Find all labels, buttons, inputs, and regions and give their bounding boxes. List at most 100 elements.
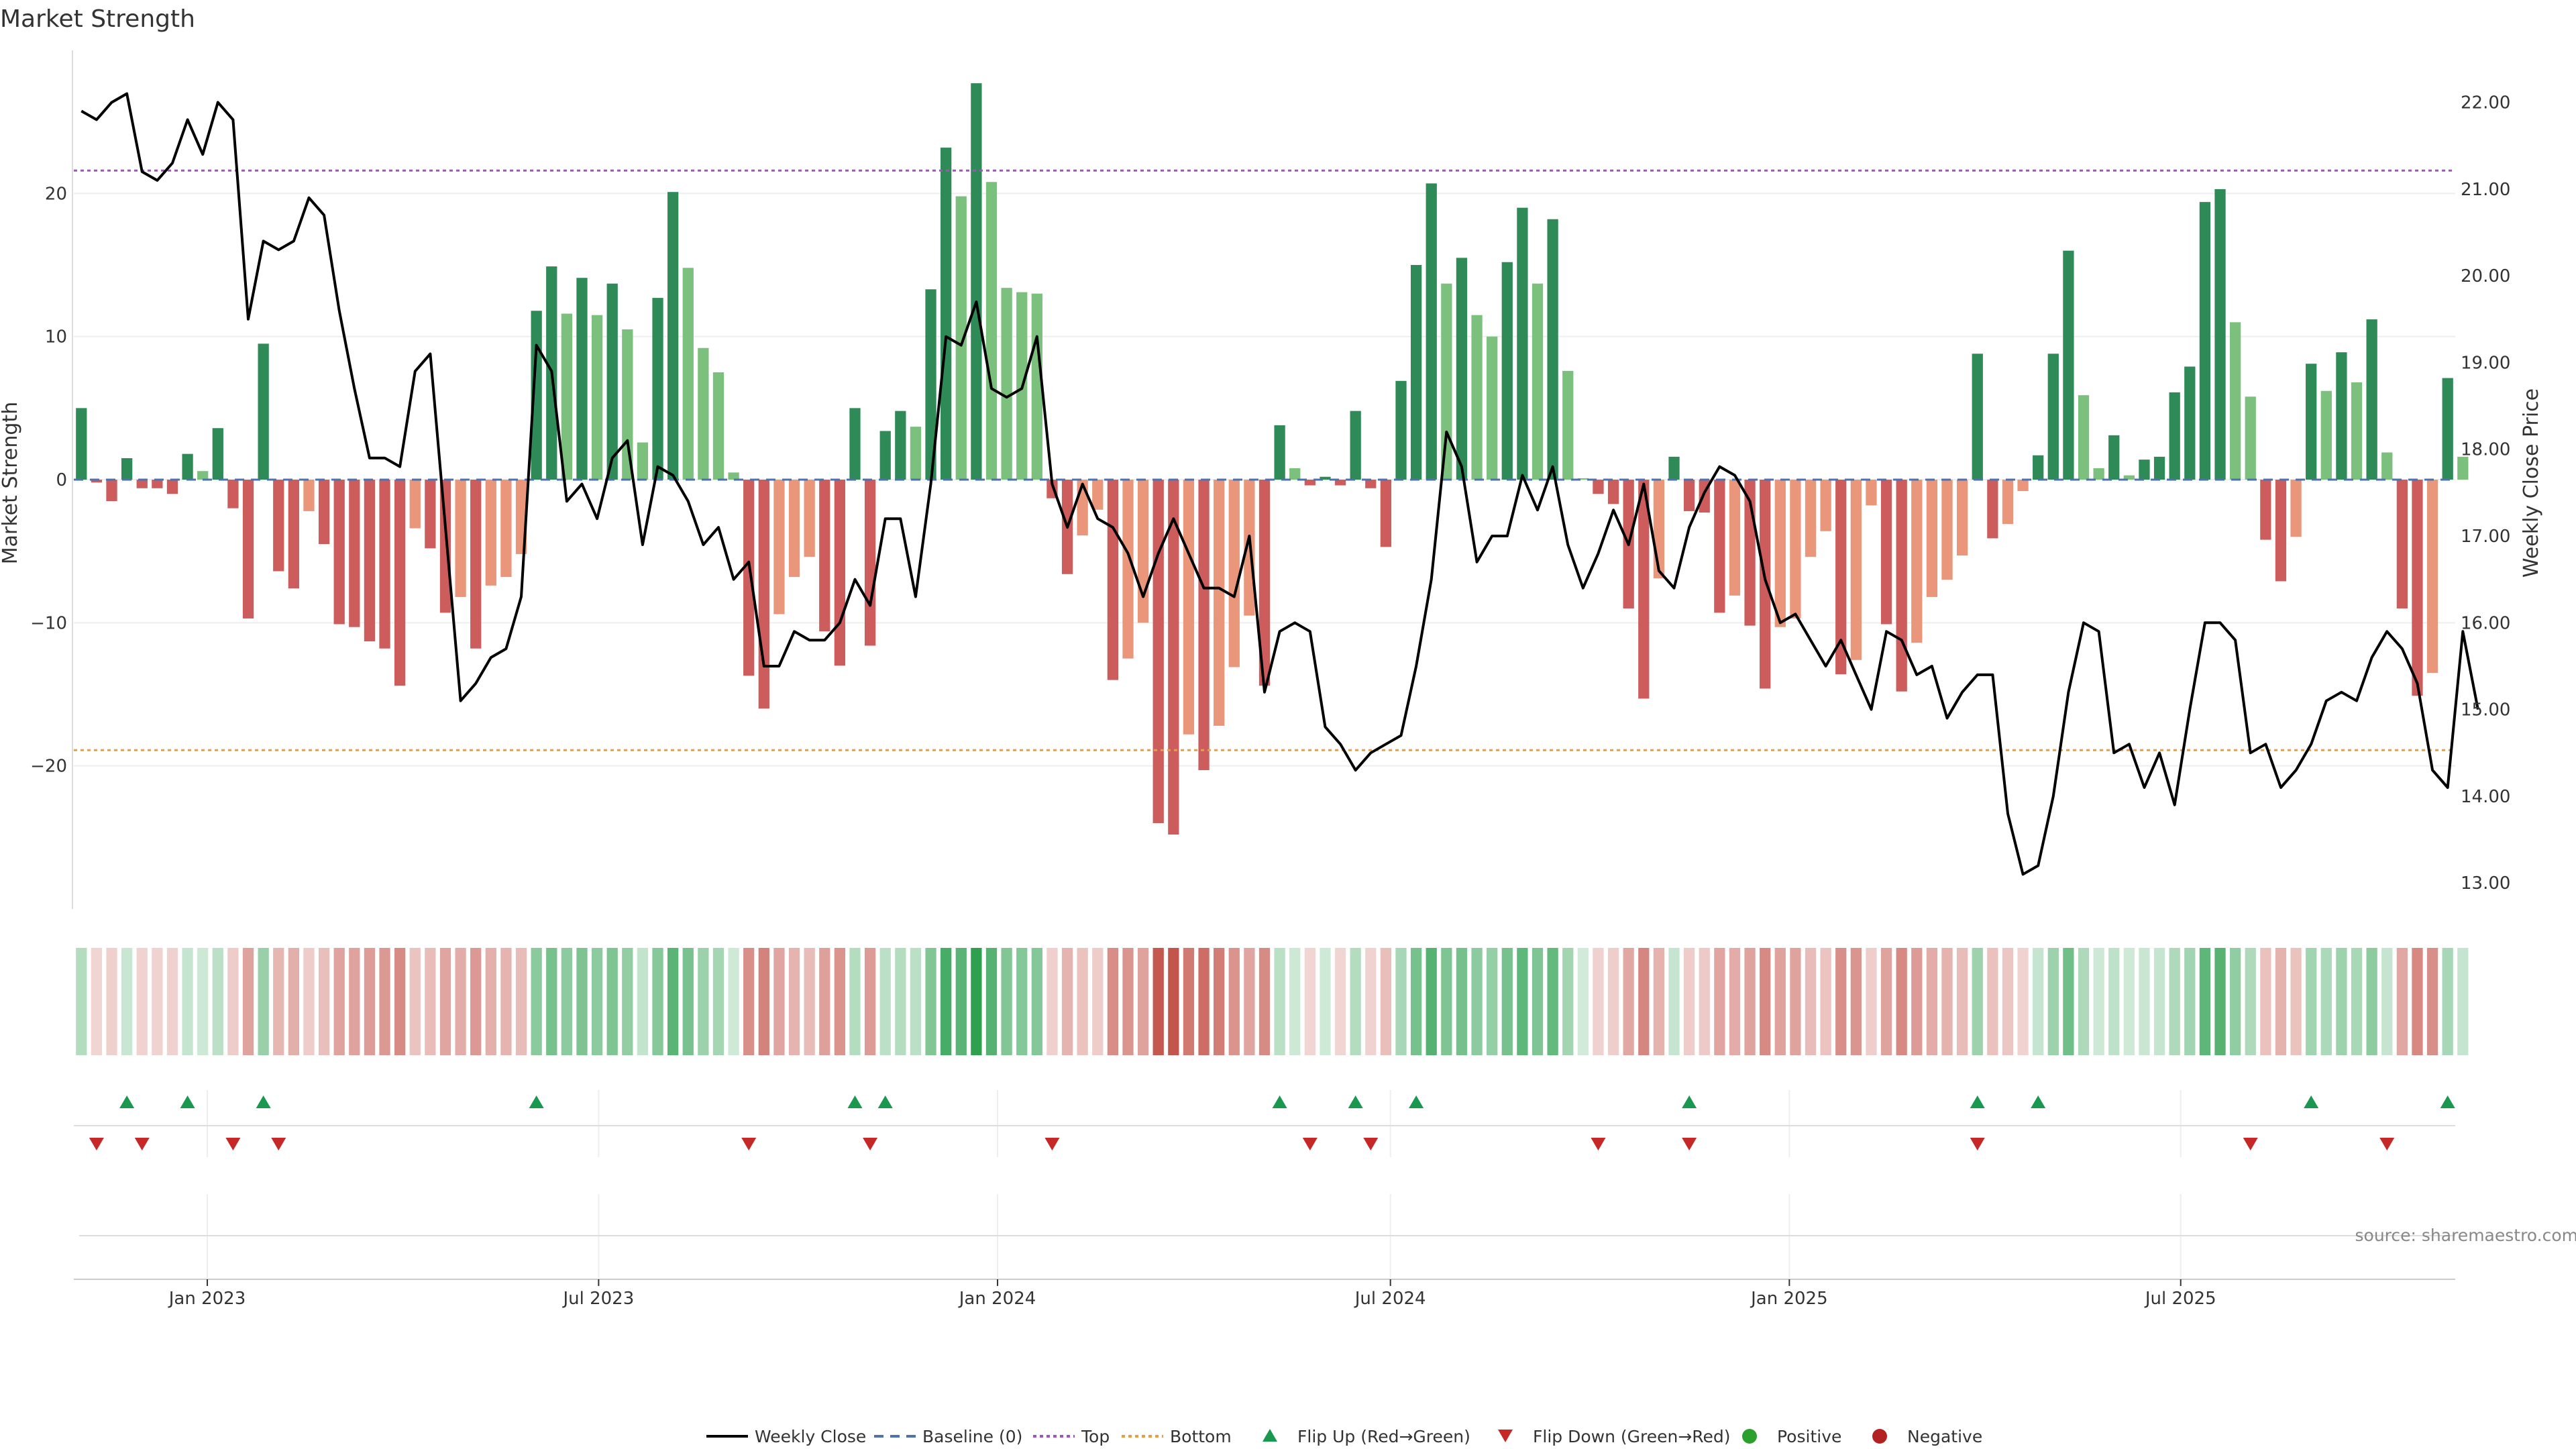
legend-label: Top	[1081, 1427, 1110, 1446]
heat-cell	[1046, 948, 1058, 1055]
strength-bar-positive	[2033, 455, 2044, 480]
heat-cell	[1410, 948, 1422, 1055]
strength-bar-negative	[470, 480, 482, 649]
legend-swatch	[1742, 1429, 1757, 1444]
heat-cell	[2306, 948, 2317, 1055]
strength-bar-positive	[712, 372, 724, 480]
heat-cell	[1683, 948, 1695, 1055]
strength-bar-positive	[1972, 354, 1983, 480]
heat-cell	[1122, 948, 1134, 1055]
legend-item: Flip Down (Green→Red)	[1498, 1427, 1731, 1446]
right-tick-label: 14.00	[2461, 787, 2510, 807]
strength-bar-negative	[1258, 480, 1271, 686]
heat-cell	[1456, 948, 1468, 1055]
strength-bar-positive	[2229, 322, 2241, 480]
strength-bar-positive	[2457, 456, 2469, 480]
heat-cell	[409, 948, 421, 1055]
heat-cell	[1638, 948, 1650, 1055]
strength-bar-positive	[2245, 396, 2256, 480]
left-tick-label: 0	[56, 470, 67, 490]
strength-bar-negative	[1850, 480, 1862, 660]
strength-bar-negative	[1760, 480, 1771, 689]
strength-bar-positive	[2047, 354, 2059, 480]
strength-bar-negative	[1638, 480, 1650, 699]
flip-up-marker	[877, 1095, 893, 1108]
heat-cell	[773, 948, 785, 1055]
strength-bar-positive	[2123, 475, 2135, 480]
heat-cell	[1471, 948, 1483, 1055]
x-tick-label: Jul 2025	[2144, 1289, 2216, 1309]
heat-cell	[1517, 948, 1528, 1055]
heat-cell	[333, 948, 345, 1055]
flip-down-marker	[863, 1138, 878, 1150]
strength-bar-positive	[2320, 390, 2332, 480]
strength-bar-positive	[728, 472, 739, 480]
heat-cell	[1016, 948, 1028, 1055]
strength-bar-negative	[1107, 480, 1119, 680]
strength-bar-negative	[1198, 480, 1210, 771]
strength-bar-positive	[1456, 258, 1468, 480]
heat-cell	[1880, 948, 1892, 1055]
legend-item: Bottom	[1122, 1427, 1232, 1446]
heat-cell	[136, 948, 148, 1055]
heat-cell	[1365, 948, 1377, 1055]
heat-cell	[152, 948, 163, 1055]
strength-bar-positive	[698, 347, 709, 480]
strength-bar-negative	[394, 480, 406, 686]
heat-cell	[2184, 948, 2196, 1055]
heat-cell	[1061, 948, 1073, 1055]
strength-bar-positive	[1532, 283, 1544, 480]
flip-up-marker	[1348, 1095, 1363, 1108]
heat-cell	[1334, 948, 1346, 1055]
strength-bar-positive	[2063, 250, 2074, 480]
right-tick-label: 15.00	[2461, 700, 2510, 720]
flip-up-marker	[256, 1095, 271, 1108]
heat-cell	[91, 948, 103, 1055]
heat-cell	[1350, 948, 1361, 1055]
strength-bar-positive	[667, 192, 679, 480]
flip-down-marker	[741, 1138, 757, 1150]
flip-down-marker	[2243, 1138, 2258, 1150]
heat-cell	[455, 948, 466, 1055]
heat-cell	[758, 948, 769, 1055]
heat-cell	[1289, 948, 1301, 1055]
heat-cell	[1790, 948, 1801, 1055]
heat-cell	[364, 948, 376, 1055]
strength-bar-negative	[1880, 480, 1892, 625]
left-tick-label: 20	[45, 184, 67, 204]
heat-cell	[1896, 948, 1907, 1055]
flip-down-marker	[225, 1138, 241, 1150]
heat-cell	[500, 948, 512, 1055]
strength-bar-positive	[212, 428, 223, 480]
heat-cell	[985, 948, 998, 1055]
x-axis-ticks: Jan 2023 Jul 2023 Jan 2024 Jul 2024 Jan 2025…	[168, 1279, 2216, 1309]
flip-up-marker	[529, 1095, 544, 1108]
strength-bar-positive	[971, 83, 982, 480]
strength-bar-negative	[1092, 480, 1104, 510]
heat-cell	[318, 948, 330, 1055]
heat-cell	[819, 948, 830, 1055]
heat-cell	[1956, 948, 1968, 1055]
strength-bar-negative	[788, 480, 800, 578]
heat-cell	[242, 948, 254, 1055]
heat-cell	[1077, 948, 1088, 1055]
heat-cell	[1380, 948, 1392, 1055]
heat-cell	[1547, 948, 1558, 1055]
strength-bar-negative	[1926, 480, 1938, 597]
strength-bar-positive	[197, 471, 209, 480]
strength-bar-negative	[1820, 480, 1831, 531]
heat-cell	[394, 948, 406, 1055]
x-tick-label: Jan 2024	[958, 1289, 1036, 1309]
strength-bar-positive	[2199, 202, 2211, 480]
heat-cell	[1850, 948, 1862, 1055]
flip-down-marker	[2379, 1138, 2395, 1150]
strength-heat-strip	[76, 948, 2469, 1055]
strength-bar-positive	[895, 411, 906, 480]
heat-cell	[1760, 948, 1771, 1055]
heat-cell	[439, 948, 451, 1055]
strength-bar-positive	[1031, 293, 1042, 480]
strength-bar-negative	[2412, 480, 2423, 696]
strength-bar-negative	[1714, 480, 1725, 613]
heat-cell	[849, 948, 861, 1055]
flip-down-marker	[271, 1138, 286, 1150]
